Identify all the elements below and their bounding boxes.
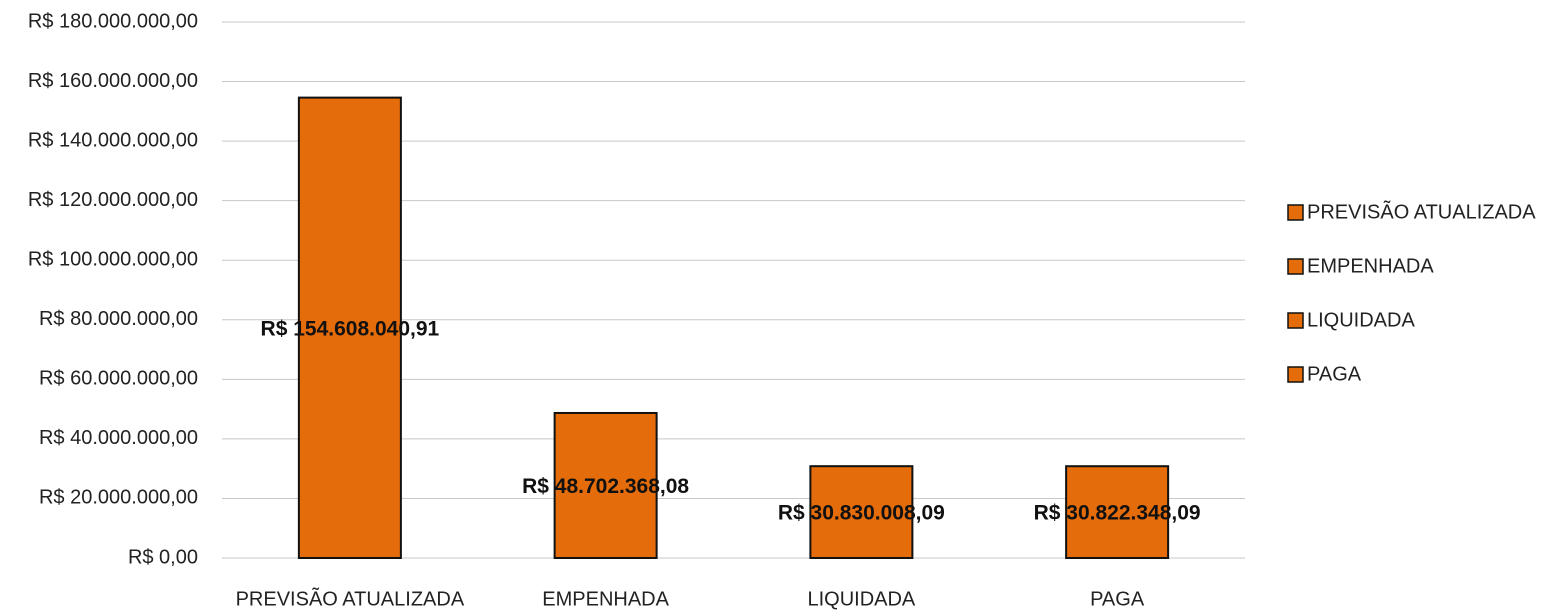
legend-swatch: [1287, 366, 1304, 383]
bar: [1065, 465, 1170, 559]
x-tick-label: EMPENHADA: [542, 588, 669, 610]
legend-label: LIQUIDADA: [1307, 309, 1415, 331]
x-tick-label: LIQUIDADA: [807, 588, 915, 610]
legend-label: PAGA: [1307, 363, 1362, 385]
data-label: R$ 154.608.040,91: [261, 317, 440, 340]
y-tick-label: R$ 0,00: [128, 546, 198, 568]
y-tick-label: R$ 160.000.000,00: [28, 70, 198, 92]
bar: [809, 465, 914, 560]
legend-label: EMPENHADA: [1307, 255, 1434, 277]
bar: [297, 96, 402, 560]
y-tick-label: R$ 80.000.000,00: [39, 308, 198, 330]
legend-swatch: [1287, 312, 1304, 329]
bar: [553, 411, 658, 559]
y-tick-label: R$ 120.000.000,00: [28, 189, 198, 211]
y-tick-label: R$ 20.000.000,00: [39, 487, 198, 509]
y-tick-label: R$ 100.000.000,00: [28, 249, 198, 271]
data-label: R$ 30.822.348,09: [1034, 502, 1201, 525]
legend-swatch: [1287, 204, 1304, 221]
legend-swatch: [1287, 258, 1304, 275]
x-tick-label: PAGA: [1090, 588, 1145, 610]
y-tick-label: R$ 60.000.000,00: [39, 368, 198, 390]
y-tick-label: R$ 180.000.000,00: [28, 10, 198, 32]
x-tick-label: PREVISÃO ATUALIZADA: [236, 586, 465, 610]
data-label: R$ 30.830.008,09: [778, 502, 945, 525]
y-tick-label: R$ 40.000.000,00: [39, 427, 198, 449]
data-label: R$ 48.702.368,08: [522, 475, 689, 498]
y-tick-label: R$ 140.000.000,00: [28, 129, 198, 151]
legend-label: PREVISÃO ATUALIZADA: [1307, 199, 1536, 223]
